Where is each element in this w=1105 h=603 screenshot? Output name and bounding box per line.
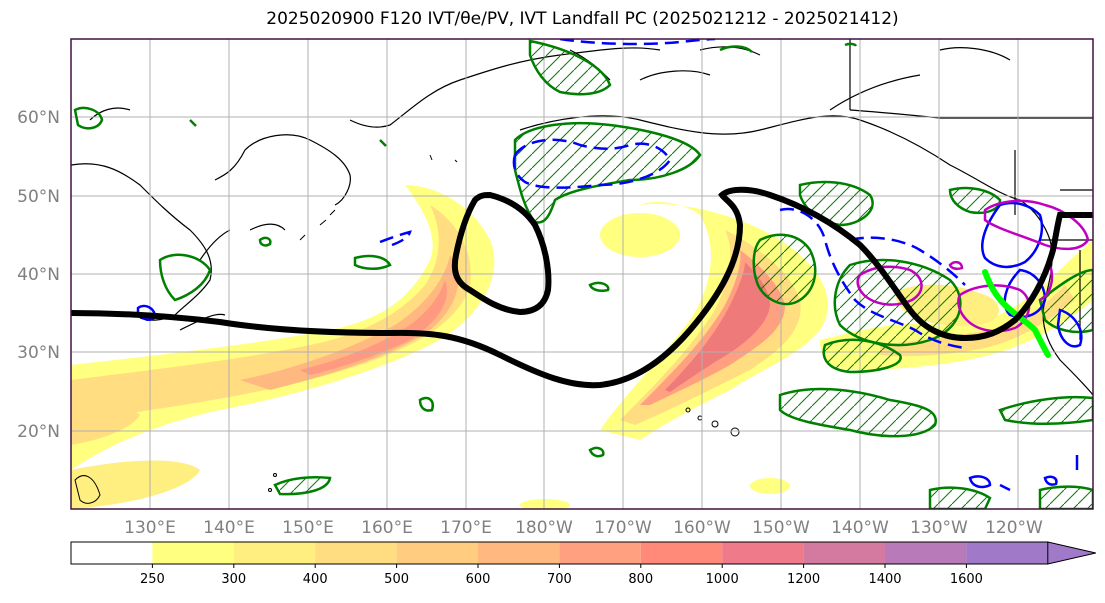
colorbar-tick-label: 700 xyxy=(547,572,572,587)
colorbar-tick-label: 1200 xyxy=(787,572,820,587)
pv-contours xyxy=(273,39,1093,509)
colorbar-segment xyxy=(315,542,397,564)
colorbar-segment xyxy=(640,542,723,564)
colorbar-segment xyxy=(966,542,1048,564)
lon-label-120w: 120°W xyxy=(985,518,1043,538)
lon-label-130e: 130°E xyxy=(124,518,176,538)
colorbar-tick-label: 500 xyxy=(384,572,409,587)
lon-label-140w: 140°W xyxy=(831,518,889,538)
colorbar-tick-label: 250 xyxy=(140,572,165,587)
lat-label-20: 20°N xyxy=(17,422,60,442)
colorbar-segment xyxy=(885,542,967,564)
jet-line xyxy=(71,186,1093,389)
colorbar-tick-label: 1000 xyxy=(706,572,739,587)
islands xyxy=(74,154,740,504)
lon-label-150e: 150°E xyxy=(282,518,334,538)
lon-label-130w: 130°W xyxy=(910,518,968,538)
colorbar-segment xyxy=(233,542,316,564)
theta-e-solid xyxy=(136,201,1083,492)
lat-label-30: 30°N xyxy=(17,343,60,363)
lon-label-180w: 180°W xyxy=(515,518,573,538)
theta-e-magenta xyxy=(856,199,1090,333)
lon-label-160w: 160°W xyxy=(673,518,731,538)
colorbar-segment xyxy=(803,542,885,564)
lon-label-140e: 140°E xyxy=(203,518,255,538)
map-frame xyxy=(70,38,1094,510)
colorbar-segment xyxy=(478,542,560,564)
colorbar-segment xyxy=(559,542,641,564)
colorbar: 250 300 400 500 600 700 800 1000 1200 1400 1600 xyxy=(70,541,1096,587)
colorbar-tick-label: 300 xyxy=(221,572,246,587)
lat-label-40: 40°N xyxy=(17,265,60,285)
colorbar-segment xyxy=(396,542,478,564)
colorbar-segment xyxy=(152,542,234,564)
pv-contours-small xyxy=(73,42,858,458)
lat-label-50: 50°N xyxy=(17,187,60,207)
map-title: 2025020900 F120 IVT/θe/PV, IVT Landfall … xyxy=(266,9,899,29)
lat-label-60: 60°N xyxy=(17,108,60,128)
lon-label-160e: 160°E xyxy=(361,518,413,538)
colorbar-tick-label: 1600 xyxy=(950,572,983,587)
colorbar-tick-label: 1400 xyxy=(868,572,901,587)
latitude-labels: 60°N 50°N 40°N 30°N 20°N xyxy=(17,108,60,442)
lon-label-150w: 150°W xyxy=(752,518,810,538)
colorbar-tick-label: 800 xyxy=(628,572,653,587)
lon-label-170e: 170°E xyxy=(440,518,492,538)
lon-label-170w: 170°W xyxy=(594,518,652,538)
colorbar-tick-label: 400 xyxy=(303,572,328,587)
longitude-labels: 130°E 140°E 150°E 160°E 170°E 180°W 170°… xyxy=(124,518,1043,538)
colorbar-segment xyxy=(722,542,804,564)
colorbar-extend-arrow xyxy=(1047,541,1096,565)
colorbar-tick-label: 600 xyxy=(466,572,491,587)
colorbar-segment xyxy=(71,542,153,564)
